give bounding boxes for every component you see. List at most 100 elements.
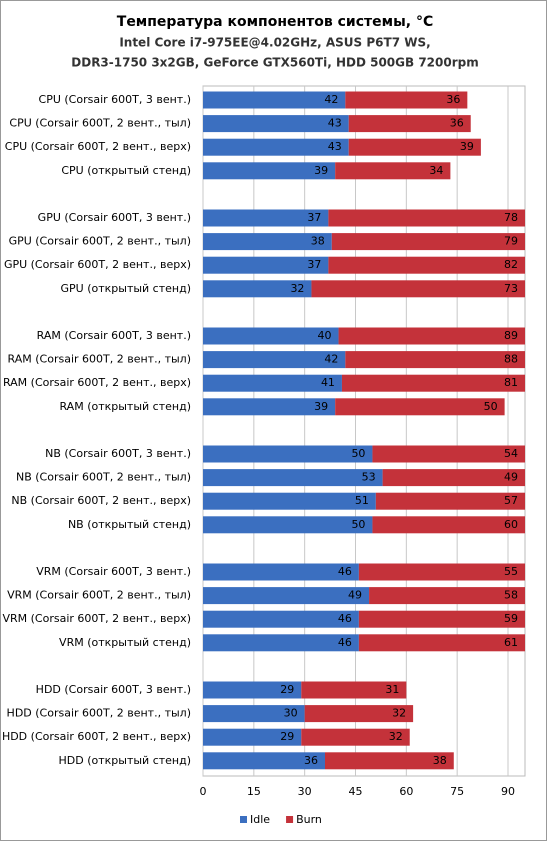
value-label: 79 <box>504 235 518 248</box>
value-label: 50 <box>351 518 365 531</box>
value-label: 60 <box>504 518 518 531</box>
bar <box>311 280 525 298</box>
y-tick-label: CPU (открытый стенд) <box>61 164 191 177</box>
bar <box>335 398 505 416</box>
value-label: 31 <box>385 683 399 696</box>
value-label: 50 <box>484 400 498 413</box>
bar <box>203 587 370 605</box>
y-tick-label: NB (Corsair 600T, 2 вент., верх) <box>11 494 191 507</box>
bar <box>358 634 525 652</box>
y-tick-label: HDD (открытый стенд) <box>59 754 192 767</box>
value-label: 36 <box>304 754 318 767</box>
y-tick-label: CPU (Corsair 600T, 2 вент., верх) <box>5 140 191 153</box>
y-tick-label: GPU (Corsair 600T, 2 вент., верх) <box>4 258 191 271</box>
bar <box>203 138 349 156</box>
value-label: 36 <box>446 93 460 106</box>
x-tick-label: 75 <box>450 785 464 798</box>
y-tick-label: HDD (Corsair 600T, 3 вент.) <box>36 683 191 696</box>
value-label: 29 <box>280 730 294 743</box>
value-label: 37 <box>307 211 321 224</box>
value-label: 81 <box>504 376 518 389</box>
bar <box>203 91 346 109</box>
chart-subtitle: DDR3-1750 3x2GB, GeForce GTX560Ti, HDD 5… <box>71 56 478 70</box>
bar <box>358 610 525 628</box>
bar <box>338 327 525 345</box>
bar <box>348 138 481 156</box>
value-label: 46 <box>338 612 352 625</box>
bar <box>372 445 525 463</box>
bar <box>203 705 305 723</box>
value-label: 49 <box>504 471 518 484</box>
bar <box>203 327 339 345</box>
legend-swatch <box>240 816 247 823</box>
value-label: 39 <box>460 140 474 153</box>
bar <box>203 233 332 251</box>
value-label: 38 <box>311 235 325 248</box>
bar <box>203 752 325 770</box>
x-tick-label: 0 <box>200 785 207 798</box>
bar <box>203 492 376 510</box>
value-label: 89 <box>504 329 518 342</box>
bar <box>203 351 346 369</box>
legend-swatch <box>286 816 294 823</box>
chart-subtitle: Intel Core i7-975EE@4.02GHz, ASUS P6T7 W… <box>119 36 430 50</box>
value-label: 34 <box>429 164 443 177</box>
value-label: 50 <box>351 447 365 460</box>
bar <box>203 516 373 534</box>
legend-label: Idle <box>250 813 270 826</box>
bar <box>203 610 359 628</box>
y-tick-label: GPU (открытый стенд) <box>61 282 192 295</box>
value-label: 42 <box>324 353 338 366</box>
bar <box>369 587 525 605</box>
value-label: 42 <box>324 93 338 106</box>
y-tick-label: VRM (Corsair 600T, 2 вент., верх) <box>2 612 191 625</box>
y-tick-label: RAM (Corsair 600T, 2 вент., верх) <box>3 376 191 389</box>
value-label: 41 <box>321 376 335 389</box>
y-tick-label: CPU (Corsair 600T, 2 вент., тыл) <box>9 117 191 130</box>
y-tick-label: NB (Corsair 600T, 2 вент., тыл) <box>16 471 191 484</box>
bar <box>203 209 329 227</box>
value-label: 55 <box>504 565 518 578</box>
bar <box>358 563 525 581</box>
bar <box>331 233 525 251</box>
value-label: 32 <box>392 707 406 720</box>
bar <box>203 469 383 487</box>
bar <box>304 705 414 723</box>
value-label: 38 <box>433 754 447 767</box>
value-label: 39 <box>314 164 328 177</box>
value-label: 54 <box>504 447 518 460</box>
y-tick-label: HDD (Corsair 600T, 2 вент., тыл) <box>7 707 191 720</box>
value-label: 53 <box>362 471 376 484</box>
y-tick-label: GPU (Corsair 600T, 3 вент.) <box>38 211 191 224</box>
value-label: 43 <box>328 117 342 130</box>
y-tick-label: GPU (Corsair 600T, 2 вент., тыл) <box>9 235 191 248</box>
bar <box>203 374 342 392</box>
y-tick-label: RAM (Corsair 600T, 3 вент.) <box>37 329 191 342</box>
bar <box>203 681 302 699</box>
value-label: 61 <box>504 636 518 649</box>
value-label: 49 <box>348 589 362 602</box>
bar <box>382 469 525 487</box>
value-label: 58 <box>504 589 518 602</box>
value-label: 36 <box>450 117 464 130</box>
value-label: 51 <box>355 494 369 507</box>
bar <box>203 256 329 274</box>
legend-label: Burn <box>296 813 322 826</box>
x-tick-label: 45 <box>349 785 363 798</box>
bar <box>203 634 359 652</box>
bar <box>301 728 410 746</box>
value-label: 78 <box>504 211 518 224</box>
chart-title: Температура компонентов системы, °C <box>117 14 433 30</box>
value-label: 32 <box>389 730 403 743</box>
y-tick-label: VRM (Corsair 600T, 3 вент.) <box>36 565 191 578</box>
bar <box>335 162 451 180</box>
value-label: 43 <box>328 140 342 153</box>
bar <box>203 115 349 133</box>
value-label: 73 <box>504 282 518 295</box>
y-tick-label: HDD (Corsair 600T, 2 вент., верх) <box>2 730 191 743</box>
bar <box>328 209 525 227</box>
bar <box>341 374 525 392</box>
bar <box>345 91 468 109</box>
value-label: 37 <box>307 258 321 271</box>
value-label: 39 <box>314 400 328 413</box>
